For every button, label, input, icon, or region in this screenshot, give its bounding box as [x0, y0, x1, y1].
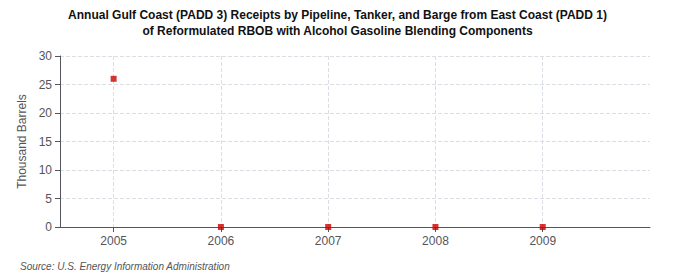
svg-text:2007: 2007	[315, 234, 342, 248]
svg-text:5: 5	[45, 192, 52, 206]
svg-text:30: 30	[39, 49, 53, 63]
svg-text:2006: 2006	[208, 234, 235, 248]
svg-text:of Reformulated RBOB with Alco: of Reformulated RBOB with Alcohol Gasoli…	[142, 24, 533, 38]
svg-text:10: 10	[39, 163, 53, 177]
svg-text:20: 20	[39, 106, 53, 120]
svg-text:25: 25	[39, 78, 53, 92]
svg-text:Source: U.S. Energy Informatio: Source: U.S. Energy Information Administ…	[20, 261, 230, 272]
svg-text:2005: 2005	[100, 234, 127, 248]
svg-text:Thousand Barrels: Thousand Barrels	[15, 94, 29, 189]
svg-text:15: 15	[39, 135, 53, 149]
svg-text:2009: 2009	[529, 234, 556, 248]
svg-text:2008: 2008	[422, 234, 449, 248]
svg-text:0: 0	[45, 220, 52, 234]
svg-text:Annual Gulf Coast (PADD 3) Rec: Annual Gulf Coast (PADD 3) Receipts by P…	[68, 8, 607, 22]
